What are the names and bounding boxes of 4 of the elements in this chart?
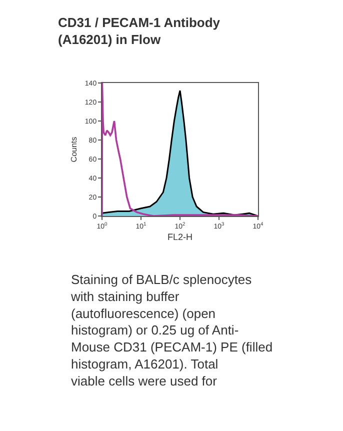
y-axis-title: Counts [70, 136, 79, 162]
text: Staining of BALB/c splenocytes with staining buffer (autofluorescence) (open histogram) or 0.25 ug of Anti-Mouse CD31 (PECAM-1) PE (filled histogram, A16201). Total viable cells were used for [70, 272, 273, 388]
x-axis-title: FL2-H [167, 232, 193, 242]
chart-title: CD31 / PECAM-1 Antibody (A16201) in Flow [58, 15, 221, 47]
